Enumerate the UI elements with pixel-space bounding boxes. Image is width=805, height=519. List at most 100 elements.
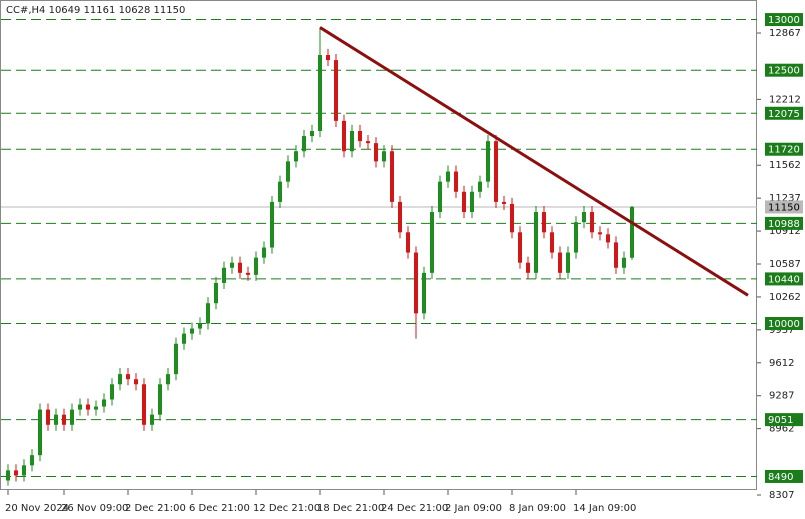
candle-body — [254, 257, 258, 275]
level-label-bg — [765, 13, 803, 27]
candle-body — [398, 201, 402, 233]
candle-body — [62, 414, 66, 425]
candle-body — [182, 333, 186, 344]
candle-body — [14, 470, 18, 476]
y-tick-label: 11562 — [769, 160, 801, 171]
candle-body — [582, 212, 586, 223]
candle-body — [542, 212, 546, 233]
x-tick-label: 2 Jan 09:00 — [445, 503, 502, 514]
y-tick-label: 8307 — [769, 490, 794, 501]
candle-body — [406, 232, 410, 253]
candle-body — [470, 191, 474, 213]
candle-body — [294, 151, 298, 162]
level-label: 12075 — [768, 109, 800, 120]
level-label-bg — [765, 272, 803, 286]
candle-body — [438, 181, 442, 213]
x-tick-label: 8 Jan 09:00 — [509, 503, 566, 514]
level-label-bg — [765, 413, 803, 427]
candle-body — [382, 151, 386, 162]
candle-body — [494, 141, 498, 202]
candle-body — [446, 171, 450, 182]
x-tick-label: 24 Dec 21:00 — [381, 503, 448, 514]
chart-title: CC#,H4 10649 11161 10628 11150 — [6, 5, 185, 16]
x-tick-label: 18 Dec 21:00 — [317, 503, 384, 514]
x-tick-label: 2 Dec 21:00 — [125, 503, 186, 514]
y-tick-label: 10912 — [769, 226, 801, 237]
y-tick-label: 8962 — [769, 424, 794, 435]
y-tick-label: 9287 — [769, 391, 794, 402]
current-price-label: 11150 — [768, 202, 800, 213]
candle-body — [566, 252, 570, 273]
level-label: 10000 — [768, 319, 800, 330]
candle-body — [30, 455, 34, 466]
candle-body — [478, 181, 482, 192]
candle-body — [414, 252, 418, 314]
candle-body — [334, 60, 338, 121]
candle-body — [510, 203, 514, 233]
candle-body — [126, 374, 130, 380]
y-tick-label: 11237 — [769, 193, 801, 204]
candle-body — [558, 252, 562, 273]
candle-body — [534, 212, 538, 273]
candle-body — [574, 222, 578, 253]
candle-body — [166, 374, 170, 385]
candle-body — [198, 323, 202, 329]
candle-body — [6, 470, 10, 481]
candle-body — [158, 384, 162, 415]
candle-body — [606, 234, 610, 243]
candle-body — [326, 55, 330, 61]
candle-body — [70, 409, 74, 425]
candle-body — [622, 257, 626, 268]
candle-body — [262, 247, 266, 258]
level-label-bg — [765, 106, 803, 120]
level-label-bg — [765, 216, 803, 230]
y-tick-label: 9937 — [769, 325, 794, 336]
y-tick-label: 9612 — [769, 358, 794, 369]
x-tick-label: 20 Nov 2024 — [5, 503, 69, 514]
plot-frame — [0, 0, 757, 490]
candle-body — [134, 379, 138, 385]
x-tick-label: 26 Nov 09:00 — [61, 503, 128, 514]
candle-body — [214, 282, 218, 304]
candle-body — [222, 267, 226, 283]
candle-body — [278, 181, 282, 202]
level-label: 9051 — [768, 415, 793, 426]
candle-body — [238, 262, 242, 273]
candle-body — [366, 141, 370, 144]
candle-body — [590, 212, 594, 233]
candle-body — [342, 120, 346, 152]
x-tick-label: 6 Dec 21:00 — [189, 503, 250, 514]
candle-body — [350, 130, 354, 152]
candle-body — [230, 262, 234, 268]
candle-body — [310, 130, 314, 137]
candle-body — [598, 232, 602, 235]
level-label: 10440 — [768, 274, 800, 285]
level-label-bg — [765, 469, 803, 483]
candle-body — [118, 374, 122, 385]
y-tick-label: 10587 — [769, 259, 801, 270]
candle-body — [150, 414, 154, 425]
x-tick-label: 12 Dec 21:00 — [253, 503, 320, 514]
candle-body — [38, 409, 42, 456]
candle-body — [318, 55, 322, 131]
y-tick-label: 12212 — [769, 94, 801, 105]
candle-body — [86, 404, 90, 410]
candle-body — [502, 201, 506, 204]
level-label: 8490 — [768, 472, 793, 483]
current-price-bg — [765, 200, 803, 214]
y-tick-label: 12867 — [769, 28, 801, 39]
candle-body — [174, 343, 178, 375]
level-label: 13000 — [768, 15, 800, 26]
candle-body — [286, 161, 290, 182]
candle-body — [22, 465, 26, 476]
candle-body — [374, 143, 378, 162]
y-tick-label: 10262 — [769, 292, 801, 303]
candle-body — [526, 262, 530, 273]
candle-body — [78, 404, 82, 410]
level-label: 12500 — [768, 66, 800, 77]
x-tick-label: 14 Jan 09:00 — [573, 503, 636, 514]
trendline — [319, 26, 749, 297]
candle-body — [462, 191, 466, 213]
level-label-bg — [765, 142, 803, 156]
